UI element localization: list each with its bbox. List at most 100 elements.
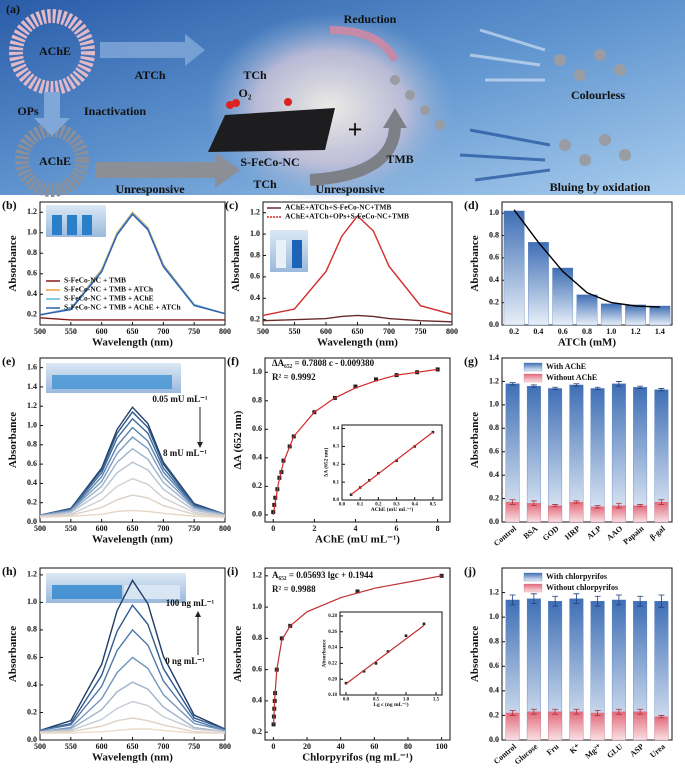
- y-tick-label: 0.22: [328, 662, 337, 667]
- y-tick-label: 0.6: [489, 661, 499, 670]
- legend-label: With AChE: [546, 362, 586, 371]
- bar: [600, 303, 622, 326]
- plot-frame: [501, 357, 673, 523]
- spectrum-line: [40, 728, 225, 734]
- y-tick-label: 0.6: [489, 447, 499, 456]
- y-tick-label: 1.0: [252, 367, 262, 376]
- error-bar: [509, 710, 516, 716]
- panel-label: (j): [464, 564, 476, 578]
- y-axis-title: Absorbance: [322, 639, 328, 668]
- legend-swatch: [523, 583, 543, 593]
- y-axis-title: Absorbance: [232, 626, 244, 682]
- x-tick-label: β-gal: [648, 524, 667, 542]
- x-tick-label: Urea: [648, 742, 667, 760]
- panel-label: (h): [2, 564, 17, 578]
- fit-line: [345, 624, 425, 685]
- scheme-label: AChE: [39, 154, 71, 168]
- y-tick-label: 0.6: [27, 652, 37, 661]
- nanosheet: [208, 108, 335, 152]
- x-tick-label: 800: [219, 742, 231, 751]
- annotation: 8 mU mL⁻¹: [163, 448, 207, 458]
- x-axis-title: Lg c (ng mL⁻¹): [373, 701, 408, 708]
- spectrum-line: [39, 579, 226, 732]
- spectrum-line: [39, 656, 226, 733]
- y-tick-label: 0.6: [252, 664, 262, 673]
- y-axis-title: ΔA (652 nm): [323, 448, 330, 478]
- x-tick-label: 0.6: [558, 327, 568, 336]
- scheme-label: OPs: [17, 104, 39, 118]
- y-tick-label: 0.6: [27, 459, 37, 468]
- y-tick-label: 1.2: [250, 208, 260, 217]
- x-tick-label: 500: [257, 327, 269, 336]
- y-tick-label: 0.8: [27, 248, 37, 257]
- x-tick-label: 0.3: [393, 503, 400, 508]
- spectrum-line: [262, 314, 453, 323]
- x-tick-label: 600: [96, 327, 108, 336]
- panel-label: (c): [225, 198, 238, 212]
- data-point: [395, 459, 398, 463]
- x-tick-label: 0.0: [339, 503, 346, 508]
- x-tick-label: 500: [34, 327, 46, 336]
- spectrum-line: [39, 436, 226, 516]
- x-tick-label: 1.5: [433, 698, 440, 703]
- y-axis-title: Absorbance: [7, 626, 19, 682]
- error-bar: [594, 595, 601, 607]
- bar: [505, 712, 520, 741]
- x-tick-label: 0.0: [343, 698, 350, 703]
- data-point: [349, 493, 353, 496]
- ache-ring: [9, 9, 95, 95]
- bar: [590, 506, 605, 523]
- x-tick-label: GLU: [605, 742, 624, 760]
- bar: [548, 505, 563, 523]
- legend-label: S-FeCo-NC + TMB + AChE + ATCh: [64, 303, 182, 312]
- y-tick-label: 0.8: [27, 625, 37, 634]
- spectrum-line: [39, 410, 226, 516]
- scheme: + (a) AChE ATCh TCh Reduction OPs Inacti…: [0, 0, 685, 203]
- legend-label: S-FeCo-NC + TMB: [64, 276, 126, 285]
- x-tick-label: 60: [370, 742, 378, 751]
- x-tick-label: GOD: [541, 524, 561, 543]
- x-tick-label: K⁺: [568, 742, 582, 756]
- legend-swatch: [523, 362, 543, 372]
- bar: [654, 716, 669, 741]
- x-tick-label: Papain: [621, 524, 646, 547]
- y-axis-title: Absorbance: [7, 412, 19, 468]
- spectrum-line: [39, 628, 226, 732]
- data-point: [272, 502, 277, 507]
- x-tick-label: 1.2: [631, 327, 641, 336]
- x-tick-label: 800: [219, 327, 231, 336]
- annotation: 0.05 mU mL⁻¹: [152, 394, 207, 404]
- plot-frame: [339, 611, 443, 696]
- y-tick-label: 0.0: [489, 735, 499, 744]
- plus-sign: +: [348, 115, 363, 144]
- spectrum-line: [39, 509, 226, 518]
- error-bar: [573, 708, 580, 715]
- y-tick-label: 0.2: [489, 493, 499, 502]
- y-tick-label: 0.0: [27, 735, 37, 744]
- x-tick-label: 800: [446, 327, 458, 336]
- error-bar: [594, 505, 601, 509]
- y-tick-label: 1.2: [27, 570, 37, 579]
- arrow: [309, 124, 401, 186]
- x-tick-label: 0.4: [533, 327, 543, 336]
- spectrum-line: [39, 494, 226, 517]
- y-tick-label: 0.2: [489, 297, 499, 306]
- error-bar: [552, 386, 559, 391]
- motion-streaks: [459, 128, 551, 182]
- y-tick-label: 0.4: [27, 680, 37, 689]
- y-tick-label: 1.4: [489, 353, 499, 362]
- legend-label: S-FeCo-NC + TMB + AChE: [64, 294, 154, 303]
- y-tick-label: 0.4: [27, 478, 37, 487]
- bar: [526, 711, 541, 741]
- spectrum-line: [39, 213, 226, 316]
- y-tick-label: 0.4: [489, 470, 499, 479]
- error-bar: [615, 502, 622, 509]
- y-tick-label: 1.0: [489, 612, 499, 621]
- y-axis-title: Absorbance: [7, 235, 19, 291]
- x-axis-title: ATCh (mM): [558, 336, 616, 348]
- spectrum-line: [39, 603, 226, 732]
- y-tick-label: 0.28: [328, 614, 337, 619]
- legend-label: Without chlorpyrifos: [546, 583, 618, 592]
- spectrum-line: [262, 214, 453, 317]
- x-tick-label: 0.8: [582, 327, 592, 336]
